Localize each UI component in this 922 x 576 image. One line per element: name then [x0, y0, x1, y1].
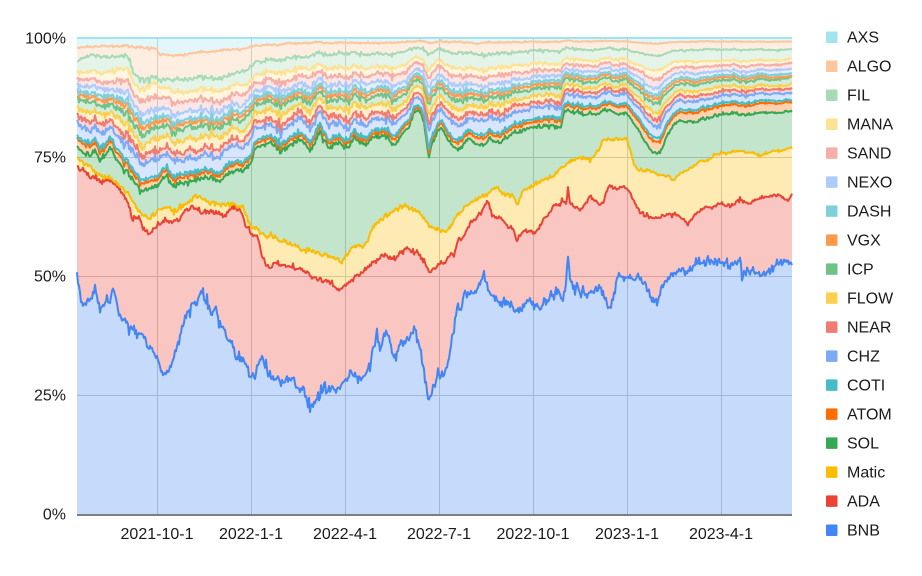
svg-text:SOL: SOL	[847, 436, 879, 453]
svg-text:0%: 0%	[43, 507, 66, 524]
svg-text:ALGO: ALGO	[847, 59, 891, 76]
svg-text:MANA: MANA	[847, 117, 894, 134]
svg-text:2022-10-1: 2022-10-1	[497, 526, 570, 543]
svg-text:ADA: ADA	[847, 494, 880, 511]
svg-text:2023-4-1: 2023-4-1	[689, 526, 753, 543]
svg-text:FLOW: FLOW	[847, 291, 894, 308]
svg-text:CHZ: CHZ	[847, 349, 880, 366]
svg-text:VGX: VGX	[847, 233, 881, 250]
svg-text:ATOM: ATOM	[847, 407, 892, 424]
svg-text:2021-10-1: 2021-10-1	[121, 526, 194, 543]
svg-text:NEXO: NEXO	[847, 175, 892, 192]
svg-text:ICP: ICP	[847, 262, 874, 279]
svg-text:2023-1-1: 2023-1-1	[595, 526, 659, 543]
svg-text:75%: 75%	[34, 150, 66, 167]
svg-text:50%: 50%	[34, 269, 66, 286]
svg-text:BNB: BNB	[847, 523, 880, 540]
svg-text:100%: 100%	[25, 31, 66, 48]
svg-text:AXS: AXS	[847, 30, 879, 47]
svg-text:Matic: Matic	[847, 465, 885, 482]
svg-text:DASH: DASH	[847, 204, 891, 221]
svg-text:25%: 25%	[34, 388, 66, 405]
svg-text:SAND: SAND	[847, 146, 891, 163]
svg-text:NEAR: NEAR	[847, 320, 891, 337]
svg-text:2022-7-1: 2022-7-1	[407, 526, 471, 543]
svg-text:COTI: COTI	[847, 378, 885, 395]
svg-text:FIL: FIL	[847, 88, 870, 105]
svg-text:2022-1-1: 2022-1-1	[219, 526, 283, 543]
svg-text:2022-4-1: 2022-4-1	[313, 526, 377, 543]
